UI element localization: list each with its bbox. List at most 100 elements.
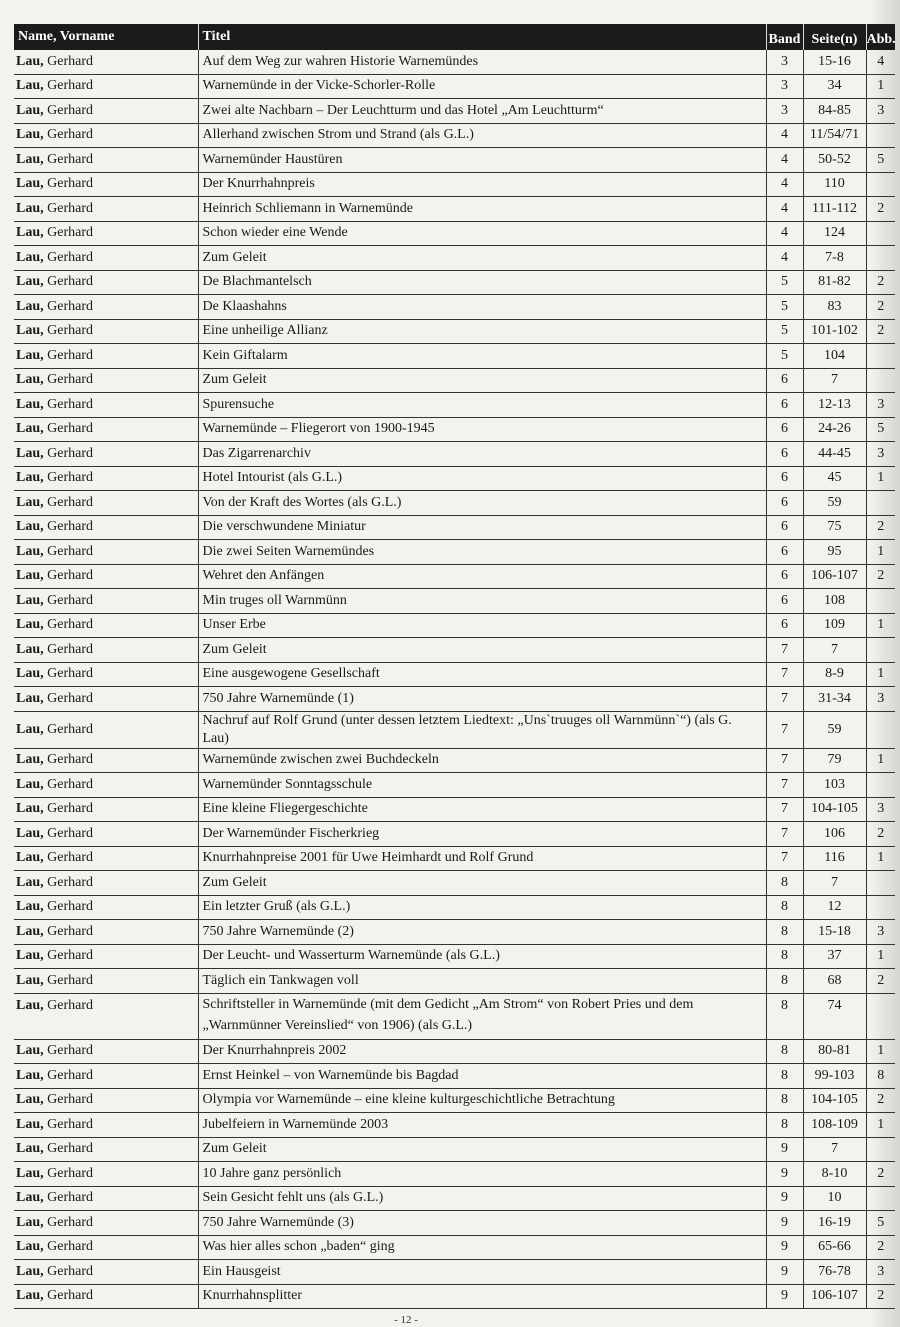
author-firstname: Gerhard: [43, 617, 93, 633]
band-cell: 6: [765, 588, 803, 614]
author-firstname: Gerhard: [43, 127, 93, 143]
table-row: Lau, Gerhard De Klaashahns 5 83 2: [14, 294, 895, 320]
table-row: Lau, Gerhard Schriftsteller in Warnemünde…: [14, 993, 895, 1040]
header-pages: Seite(n): [802, 24, 866, 50]
author-cell: Lau, Gerhard: [14, 1284, 198, 1309]
table-row: Lau, Gerhard Was hier alles schon „baden“…: [14, 1235, 895, 1260]
author-cell: Lau, Gerhard: [14, 1161, 198, 1187]
author-surname: Lau,: [16, 850, 44, 866]
author-cell: Lau, Gerhard: [14, 772, 198, 798]
table-row: Lau, Gerhard Jubelfeiern in Warnemünde 20…: [14, 1112, 895, 1138]
figures-cell: [865, 1186, 895, 1211]
author-cell: Lau, Gerhard: [14, 637, 198, 663]
pages-cell: 59: [802, 490, 866, 516]
author-surname: Lau,: [16, 1165, 44, 1181]
band-cell: 5: [765, 270, 803, 295]
pages-cell: 7-8: [802, 245, 866, 271]
author-firstname: Gerhard: [43, 752, 93, 768]
pages-cell: 104-105: [802, 797, 866, 822]
title-cell: Die zwei Seiten Warnemündes: [197, 539, 766, 565]
author-cell: Lau, Gerhard: [14, 1235, 198, 1260]
title-cell: Ein letzter Gruß (als G.L.): [197, 895, 766, 920]
author-cell: Lau, Gerhard: [14, 1210, 198, 1236]
pages-cell: 15-16: [802, 50, 866, 75]
pages-cell: 75: [802, 515, 866, 540]
author-surname: Lau,: [16, 1288, 44, 1304]
figures-cell: 3: [865, 919, 895, 945]
pages-cell: 16-19: [802, 1210, 866, 1236]
band-cell: 3: [765, 74, 803, 99]
pages-cell: 7: [802, 870, 866, 896]
figures-cell: [865, 221, 895, 246]
author-cell: Lau, Gerhard: [14, 196, 198, 222]
author-surname: Lau,: [16, 494, 44, 510]
title-cell: Wehret den Anfängen: [197, 564, 766, 589]
table-row: Lau, Gerhard Warnemünde in der Vicke-Scho…: [14, 74, 895, 99]
author-firstname: Gerhard: [43, 396, 93, 412]
band-cell: 6: [765, 564, 803, 589]
pages-cell: 116: [802, 846, 866, 871]
author-firstname: Gerhard: [43, 225, 93, 241]
band-cell: 5: [765, 319, 803, 344]
author-surname: Lau,: [16, 396, 44, 412]
author-cell: Lau, Gerhard: [14, 441, 198, 467]
band-cell: 8: [765, 1063, 803, 1089]
band-cell: 6: [765, 539, 803, 565]
figures-cell: 3: [865, 98, 895, 124]
figures-cell: [865, 368, 895, 393]
author-cell: Lau, Gerhard: [14, 748, 198, 773]
band-cell: 6: [765, 490, 803, 516]
figures-cell: 1: [865, 74, 895, 99]
band-cell: 7: [765, 797, 803, 822]
pages-cell: 7: [802, 637, 866, 663]
pages-cell: 109: [802, 613, 866, 638]
band-cell: 8: [765, 1039, 803, 1064]
figures-cell: 2: [865, 564, 895, 589]
author-cell: Lau, Gerhard: [14, 613, 198, 638]
title-cell: Auf dem Weg zur wahren Historie Warnemün…: [197, 50, 766, 75]
author-cell: Lau, Gerhard: [14, 172, 198, 197]
figures-cell: 2: [865, 1235, 895, 1260]
figures-cell: 2: [865, 1161, 895, 1187]
pages-cell: 31-34: [802, 686, 866, 712]
table-row: Lau, Gerhard 750 Jahre Warnemünde (2) 8 15-…: [14, 919, 895, 945]
table-row: Lau, Gerhard Knurrhahnsplitter 9 106-107 2: [14, 1284, 895, 1309]
author-cell: Lau, Gerhard: [14, 821, 198, 847]
title-cell: Spurensuche: [197, 392, 766, 418]
author-cell: Lau, Gerhard: [14, 270, 198, 295]
band-cell: 6: [765, 417, 803, 442]
table-row: Lau, Gerhard Allerhand zwischen Strom und…: [14, 123, 895, 148]
author-firstname: Gerhard: [43, 1116, 93, 1132]
author-cell: Lau, Gerhard: [14, 123, 198, 148]
title-cell: Schriftsteller in Warnemünde (mit dem Ge…: [197, 993, 766, 1040]
author-cell: Lau, Gerhard: [14, 1063, 198, 1089]
author-surname: Lau,: [16, 1263, 44, 1279]
author-cell: Lau, Gerhard: [14, 319, 198, 344]
pages-cell: 24-26: [802, 417, 866, 442]
pages-cell: 68: [802, 968, 866, 994]
table-row: Lau, Gerhard Warnemünde – Fliegerort von …: [14, 417, 895, 442]
table-row: Lau, Gerhard Kein Giftalarm 5 104: [14, 343, 895, 369]
pages-cell: 74: [802, 993, 866, 1040]
pages-cell: 95: [802, 539, 866, 565]
author-cell: Lau, Gerhard: [14, 221, 198, 246]
pages-cell: 50-52: [802, 147, 866, 173]
band-cell: 4: [765, 172, 803, 197]
author-surname: Lau,: [16, 421, 44, 437]
author-firstname: Gerhard: [43, 1092, 93, 1108]
title-cell: Eine ausgewogene Gesellschaft: [197, 662, 766, 687]
table-row: Lau, Gerhard Von der Kraft des Wortes (al…: [14, 490, 895, 516]
band-cell: 8: [765, 870, 803, 896]
title-cell: Der Leucht- und Wasserturm Warnemünde (a…: [197, 944, 766, 969]
author-firstname: Gerhard: [43, 347, 93, 363]
author-surname: Lau,: [16, 151, 44, 167]
author-cell: Lau, Gerhard: [14, 686, 198, 712]
pages-cell: 103: [802, 772, 866, 798]
figures-cell: [865, 711, 895, 749]
author-firstname: Gerhard: [43, 1214, 93, 1230]
author-cell: Lau, Gerhard: [14, 968, 198, 994]
author-firstname: Gerhard: [43, 641, 93, 657]
figures-cell: [865, 588, 895, 614]
author-surname: Lau,: [16, 543, 44, 559]
author-firstname: Gerhard: [43, 874, 93, 890]
